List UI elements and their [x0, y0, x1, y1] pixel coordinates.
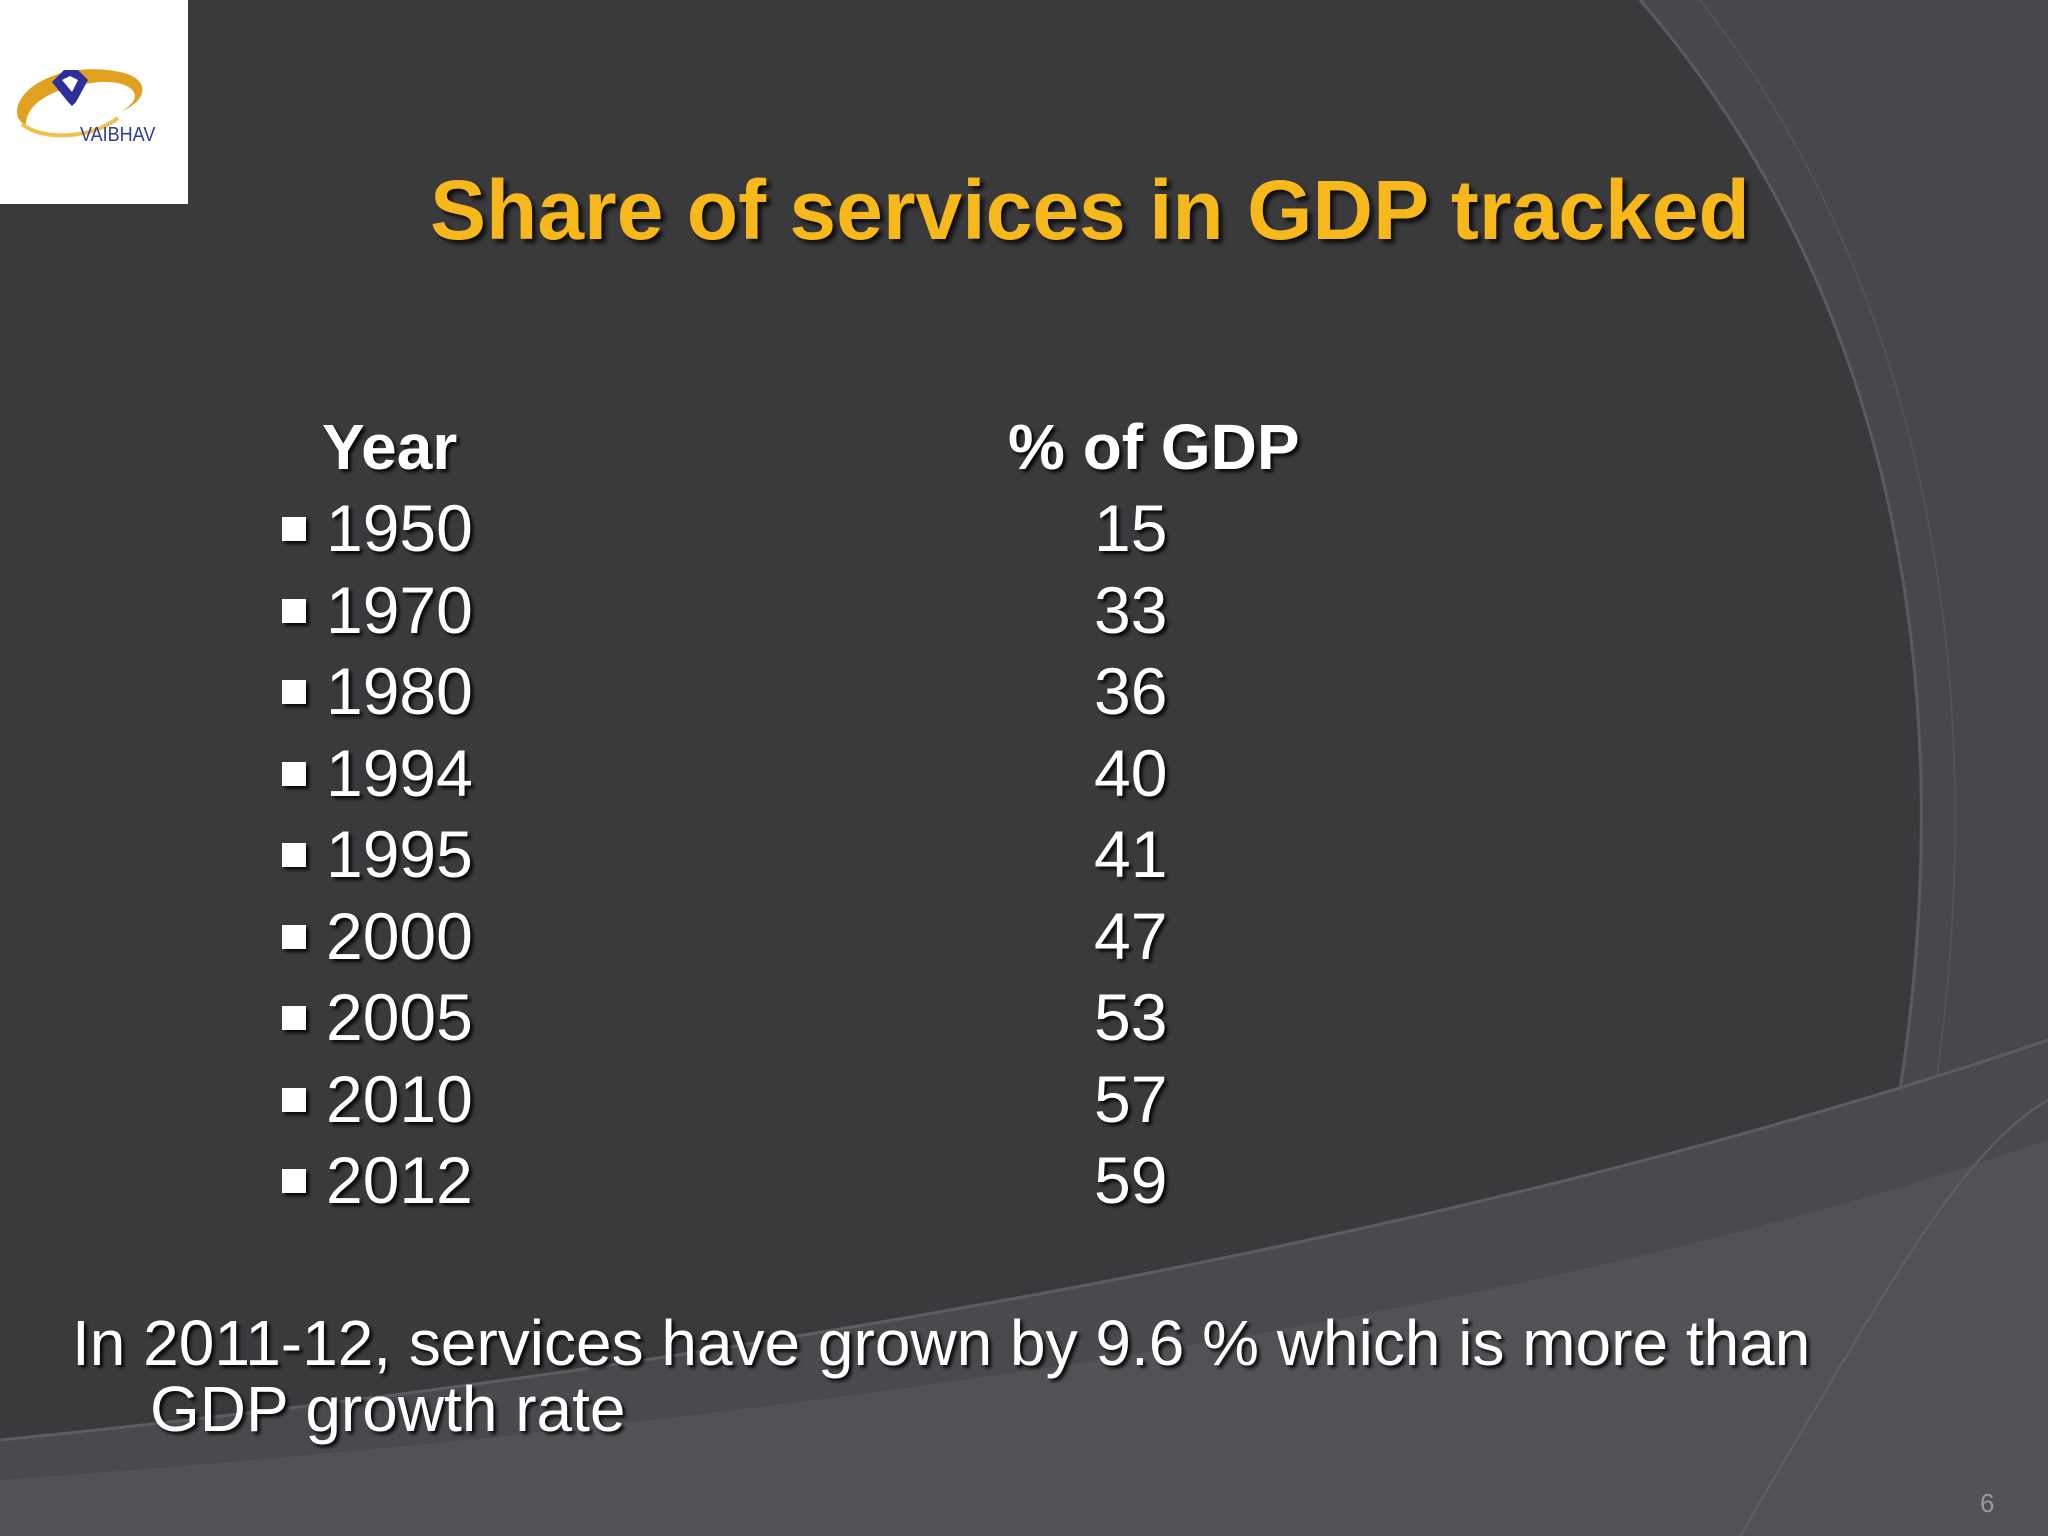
square-bullet-icon — [282, 843, 306, 867]
page-number: 6 — [1980, 1488, 1995, 1518]
row-value: 47 — [1094, 898, 1168, 973]
table-row: 2000 47 — [0, 895, 1400, 977]
row-value: 41 — [1094, 817, 1168, 891]
square-bullet-icon — [282, 1006, 306, 1030]
diamond-heart-logo-icon — [17, 69, 143, 138]
table-row: 1995 41 — [0, 813, 1400, 895]
logo-text: VAIBHAV — [80, 124, 156, 146]
table-header-year: Year — [322, 411, 458, 483]
slide-title: Share of services in GDP tracked — [430, 163, 1750, 257]
square-bullet-icon — [282, 1087, 306, 1112]
row-value: 57 — [1094, 1061, 1168, 1136]
square-bullet-icon — [282, 1169, 306, 1193]
row-year: 2010 — [326, 1061, 473, 1136]
row-value: 36 — [1094, 654, 1168, 728]
row-year: 1980 — [326, 654, 473, 728]
row-year: 2012 — [326, 1143, 473, 1217]
row-year: 1995 — [326, 817, 473, 891]
table-row: 2010 57 — [0, 1058, 1400, 1140]
row-value: 59 — [1094, 1143, 1168, 1217]
square-bullet-icon — [282, 761, 306, 786]
footnote-line1: In 2011-12, services have grown by 9.6 %… — [72, 1307, 1811, 1379]
table-row: 2005 53 — [0, 976, 1400, 1058]
logo: VAIBHAV — [0, 0, 188, 204]
table-row: 1950 15 — [0, 487, 1400, 569]
row-year: 1970 — [326, 572, 473, 647]
square-bullet-icon — [282, 924, 306, 949]
table-row: 1980 36 — [0, 650, 1400, 732]
row-value: 53 — [1094, 980, 1168, 1054]
row-year: 1994 — [326, 735, 473, 810]
footnote: In 2011-12, services have grown by 9.6 %… — [72, 1310, 1992, 1442]
row-year: 2000 — [326, 898, 473, 973]
table-row: 1970 33 — [0, 569, 1400, 651]
row-value: 33 — [1094, 572, 1168, 647]
square-bullet-icon — [282, 517, 306, 541]
row-value: 40 — [1094, 735, 1168, 810]
row-year: 2005 — [326, 980, 473, 1054]
table-row: 2012 59 — [0, 1139, 1400, 1221]
row-year: 1950 — [326, 491, 473, 565]
square-bullet-icon — [282, 680, 306, 704]
table-header-gdp: % of GDP — [1008, 411, 1300, 483]
table-row: 1994 40 — [0, 732, 1400, 814]
footnote-line2: GDP growth rate — [150, 1373, 626, 1445]
row-value: 15 — [1094, 491, 1168, 565]
square-bullet-icon — [282, 598, 306, 623]
